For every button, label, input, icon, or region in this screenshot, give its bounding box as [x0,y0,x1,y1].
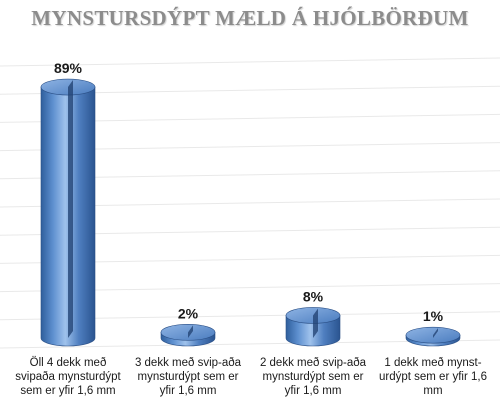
bars [40,78,461,347]
category-label: Öll 4 dekk með svipaða mynsturdýpt sem e… [15,357,121,397]
data-label: 2% [178,305,199,321]
bar-slice [433,328,438,338]
category-label: 1 dekk með mynst-urdýpt sem er yfir 1,6 … [378,357,487,397]
bar-slice [313,308,318,338]
data-label: 1% [423,308,444,324]
bar-slice [188,325,193,338]
data-labels: 89% 2% 8% 1% [54,60,444,324]
data-label: 8% [303,288,324,304]
bar-slice [68,80,73,339]
gridline [0,57,500,67]
data-label: 89% [54,60,83,76]
category-label: 3 dekk með svip-aða mynsturdýpt sem er y… [134,357,242,397]
category-label: 2 dekk með svip-aða mynsturdýpt sem er y… [259,357,367,397]
chart-title: MYNSTURSDÝPT MÆLD Á HJÓLBÖRÐUM [31,6,469,30]
